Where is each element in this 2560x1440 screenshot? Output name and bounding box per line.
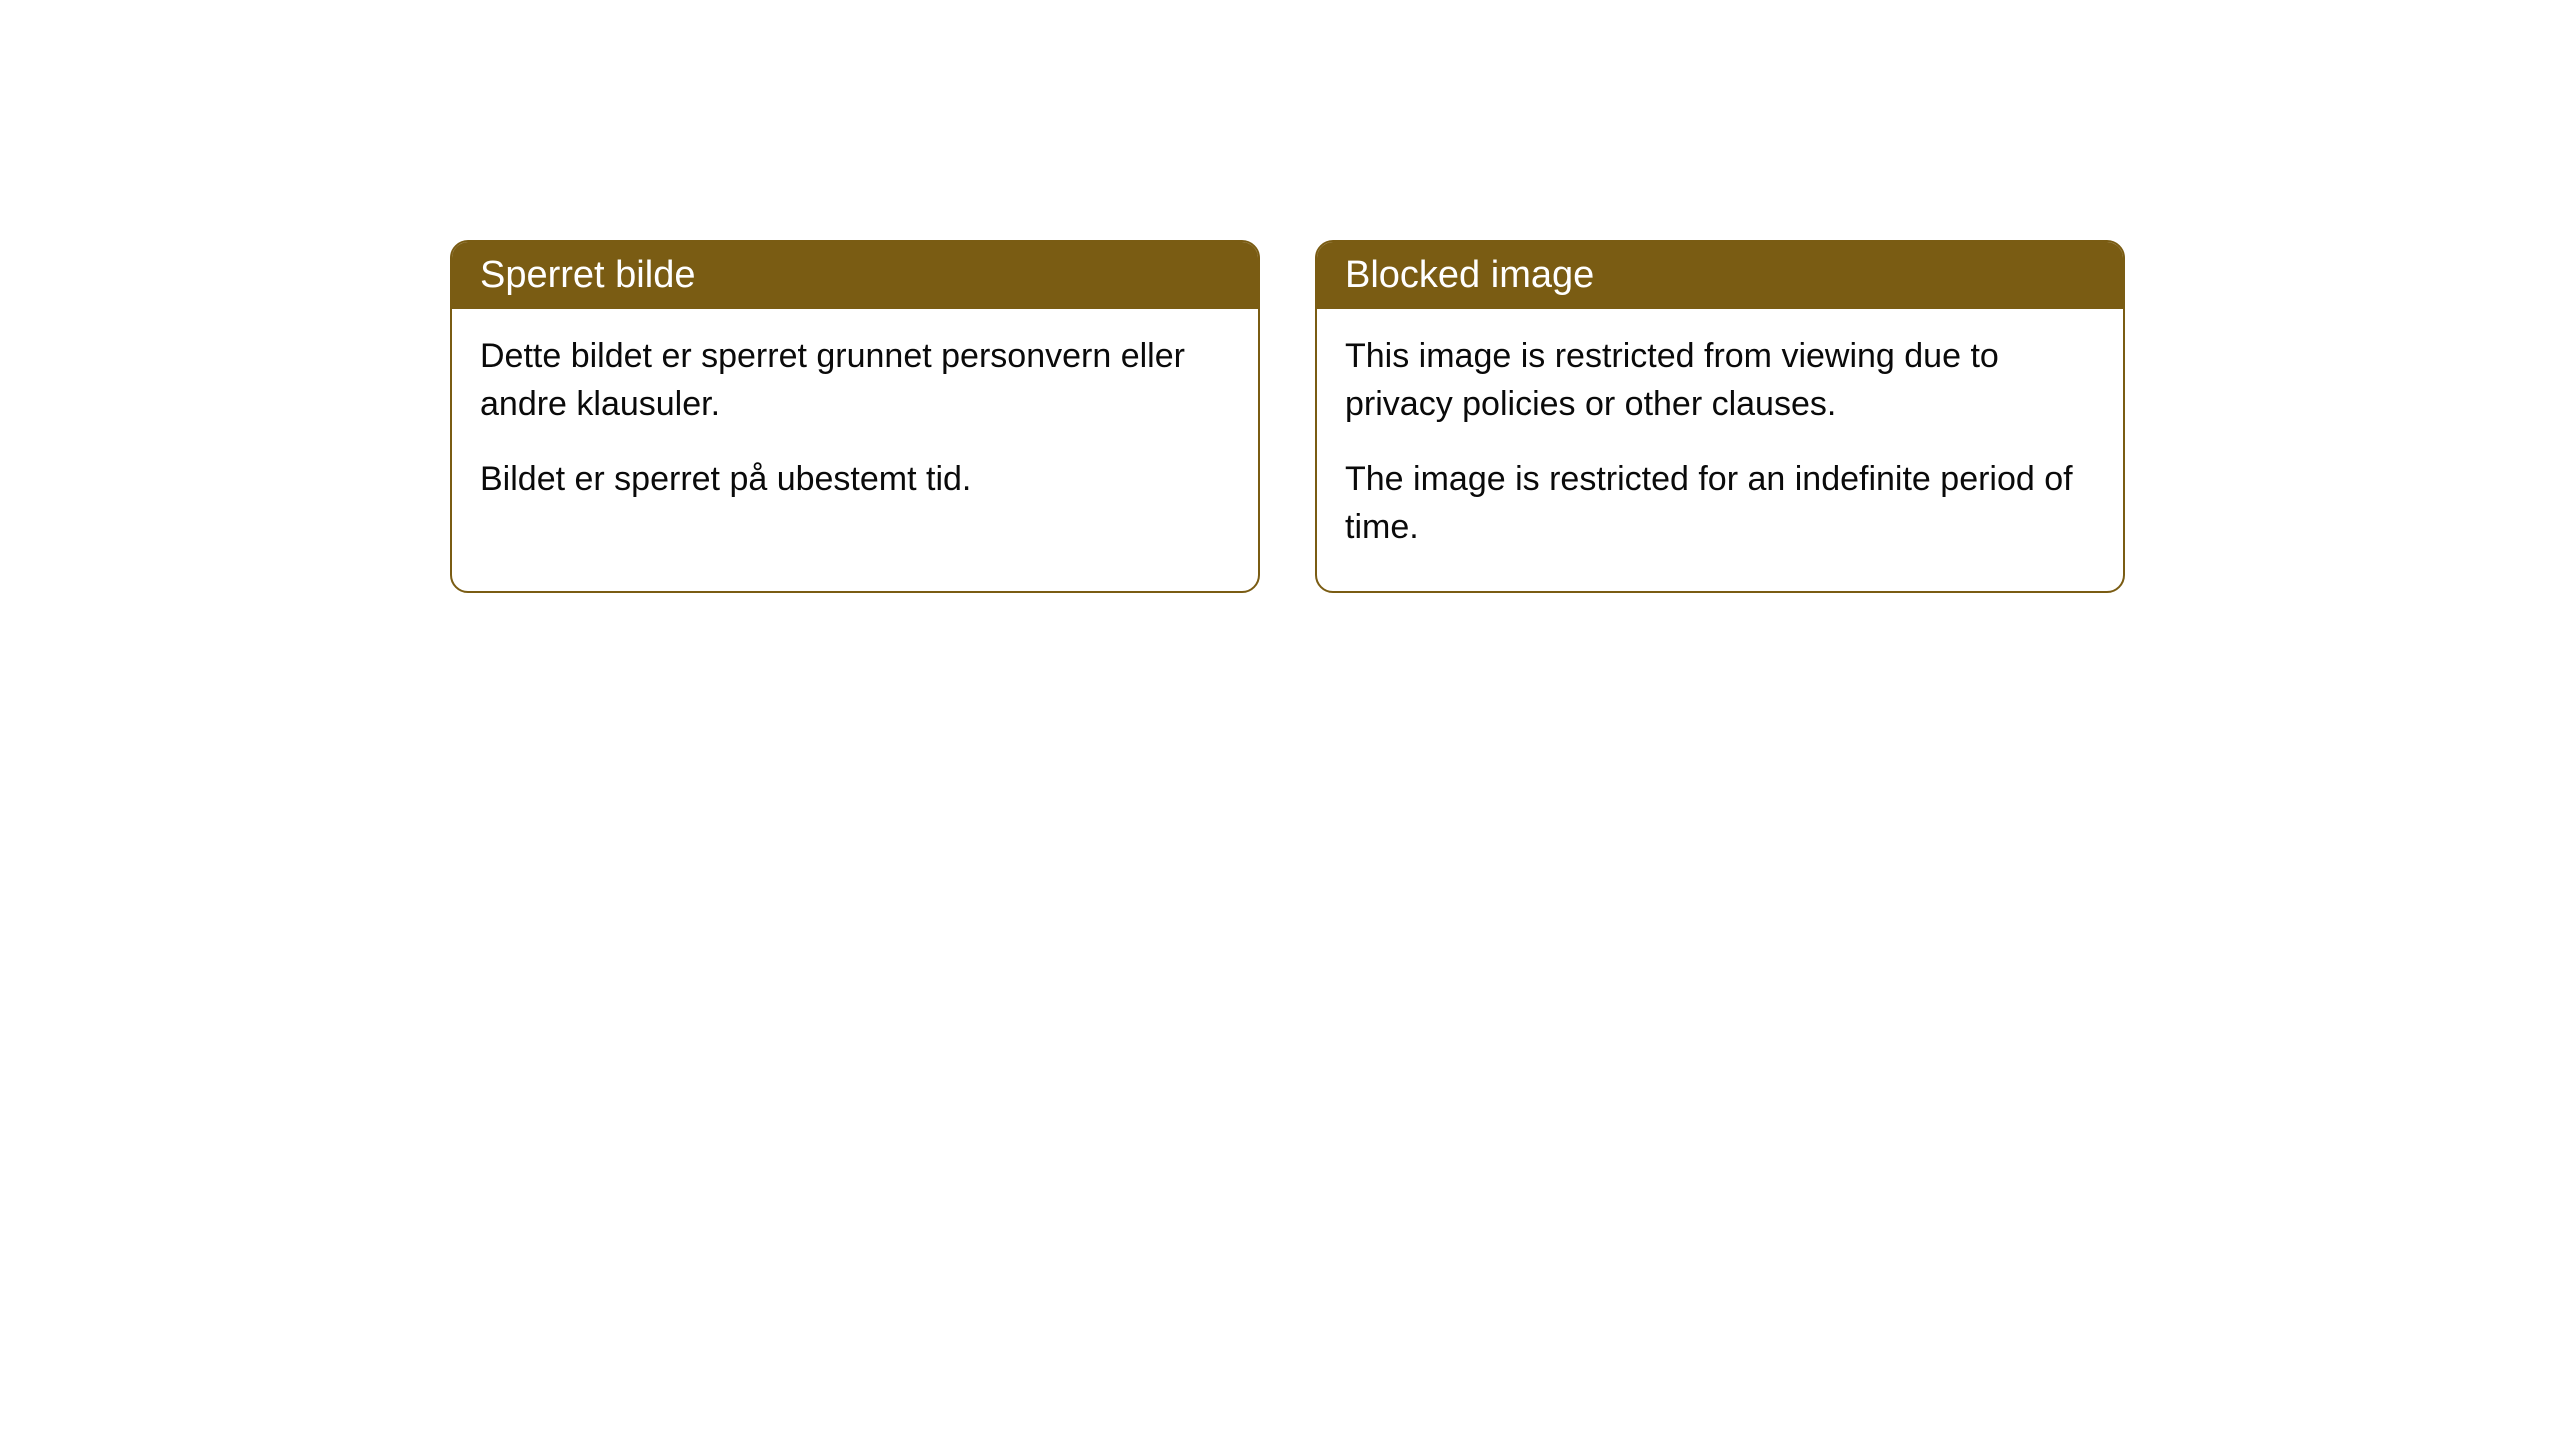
notice-paragraph-1-norwegian: Dette bildet er sperret grunnet personve… bbox=[480, 333, 1230, 428]
notice-header-english: Blocked image bbox=[1317, 242, 2123, 309]
notice-card-norwegian: Sperret bilde Dette bildet er sperret gr… bbox=[450, 240, 1260, 593]
notice-paragraph-1-english: This image is restricted from viewing du… bbox=[1345, 333, 2095, 428]
notice-paragraph-2-norwegian: Bildet er sperret på ubestemt tid. bbox=[480, 456, 1230, 504]
notice-title-english: Blocked image bbox=[1345, 254, 1594, 296]
notice-header-norwegian: Sperret bilde bbox=[452, 242, 1258, 309]
notice-title-norwegian: Sperret bilde bbox=[480, 254, 695, 296]
notice-card-english: Blocked image This image is restricted f… bbox=[1315, 240, 2125, 593]
notice-body-english: This image is restricted from viewing du… bbox=[1317, 309, 2123, 591]
notice-paragraph-2-english: The image is restricted for an indefinit… bbox=[1345, 456, 2095, 551]
notices-container: Sperret bilde Dette bildet er sperret gr… bbox=[450, 240, 2125, 593]
notice-body-norwegian: Dette bildet er sperret grunnet personve… bbox=[452, 309, 1258, 544]
